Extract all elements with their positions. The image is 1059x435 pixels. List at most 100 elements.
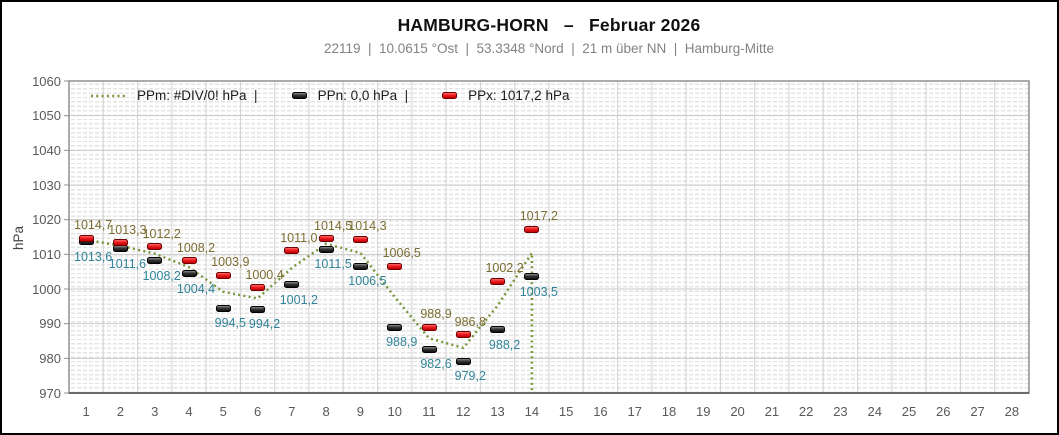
ppx-max-marker — [318, 235, 334, 243]
chart-legend: PPm: #DIV/0! hPa | PPn: 0,0 hPa | PPx: 1… — [90, 88, 569, 103]
x-axis-tick-label: 11 — [422, 404, 436, 419]
x-axis-tick-label: 28 — [1004, 404, 1020, 419]
y-axis-title: hPa — [11, 225, 26, 251]
y-axis-tick-label: 1060 — [32, 73, 61, 89]
x-axis-tick-label: 1 — [82, 404, 90, 419]
ppx-max-marker — [215, 271, 231, 279]
ppn-min-marker — [250, 305, 266, 313]
ppx-dash-marker-icon — [442, 92, 458, 99]
ppx-max-label: 1012,2 — [142, 226, 181, 241]
x-axis-tick-label: 16 — [593, 404, 608, 419]
plot-area — [69, 81, 1029, 393]
y-axis-tick-label: 1050 — [32, 108, 61, 124]
ppx-max-marker — [147, 243, 163, 251]
ppn-min-label: 1013,6 — [74, 249, 113, 264]
ppn-min-label: 1001,2 — [279, 292, 318, 307]
x-axis-tick-label: 3 — [151, 404, 159, 419]
ppx-max-label: 1014,3 — [348, 219, 387, 234]
legend-label-ppn: PPn: 0,0 hPa | — [317, 88, 409, 103]
ppn-min-label: 1011,6 — [108, 256, 147, 271]
x-axis-tick-label: 23 — [833, 404, 848, 419]
ppn-min-marker — [352, 262, 368, 270]
ppn-min-marker — [181, 270, 197, 278]
ppx-max-marker — [421, 323, 437, 331]
ppx-max-marker — [112, 239, 128, 247]
ppx-max-label: 1006,5 — [382, 246, 421, 261]
ppn-min-marker — [215, 304, 231, 312]
ppn-min-marker — [421, 345, 437, 353]
ppx-max-label: 1017,2 — [519, 209, 558, 224]
x-axis-tick-label: 12 — [456, 404, 471, 419]
x-axis-tick-label: 9 — [356, 404, 365, 419]
ppx-max-label: 1014,7 — [74, 218, 113, 233]
ppn-min-marker — [387, 323, 403, 331]
ppx-max-marker — [284, 247, 300, 255]
ppx-max-marker — [524, 225, 540, 233]
x-axis-tick-label: 24 — [867, 404, 882, 419]
y-axis-tick-label: 1030 — [32, 177, 61, 193]
ppn-min-label: 979,2 — [454, 369, 486, 384]
x-axis-tick-label: 2 — [116, 404, 125, 419]
ppn-min-label: 988,9 — [386, 335, 418, 350]
ppn-min-label: 1004,4 — [176, 281, 216, 296]
ppn-min-marker — [318, 245, 334, 253]
x-axis-tick-label: 21 — [764, 404, 780, 419]
ppx-max-marker — [455, 331, 471, 339]
ppn-min-label: 994,2 — [248, 317, 281, 332]
ppn-min-marker — [112, 245, 128, 253]
chart-title: HAMBURG-HORN – Februar 2026 — [397, 15, 701, 35]
ppn-min-label: 988,2 — [488, 337, 521, 352]
chart-subtitle: 22119 | 10.0615 °Ost | 53.3348 °Nord | 2… — [323, 41, 775, 56]
ppm-dotted-line-icon — [91, 94, 125, 97]
ppx-max-marker — [181, 257, 197, 265]
ppx-max-label: 1002,2 — [485, 261, 524, 276]
y-axis-tick-label: 1020 — [32, 212, 61, 228]
ppx-max-label: 1014,5 — [314, 218, 353, 233]
ppx-max-label: 986,8 — [454, 314, 486, 329]
ppn-min-label: 1008,2 — [142, 268, 181, 283]
ppn-min-label: 1011,5 — [314, 257, 352, 272]
ppn-min-label: 1003,5 — [519, 284, 558, 299]
y-axis-tick-label: 1000 — [32, 281, 61, 297]
x-axis-tick-label: 4 — [185, 404, 193, 419]
y-axis-tick-label: 980 — [39, 350, 61, 366]
ppx-max-label: 1003,9 — [211, 255, 250, 270]
x-axis-tick-label: 18 — [661, 404, 677, 419]
ppx-max-marker — [250, 284, 266, 292]
x-axis-tick-label: 7 — [288, 404, 296, 419]
x-axis-tick-label: 22 — [798, 404, 814, 419]
x-axis-tick-label: 15 — [558, 404, 574, 419]
legend-item-ppx: PPx: 1017,2 hPa — [442, 88, 569, 103]
y-axis-tick-label: 1040 — [32, 142, 61, 158]
ppn-min-marker — [455, 357, 471, 365]
x-axis-tick-label: 20 — [730, 404, 745, 419]
ppx-max-marker — [490, 277, 506, 285]
ppn-min-label: 1006,5 — [348, 274, 387, 289]
ppn-min-marker — [147, 257, 163, 265]
ppx-max-marker — [352, 235, 368, 243]
x-axis-tick-label: 25 — [901, 404, 917, 419]
legend-label-ppm: PPm: #DIV/0! hPa | — [137, 88, 258, 103]
x-axis-tick-label: 17 — [627, 404, 642, 419]
x-axis-tick-label: 19 — [696, 404, 711, 419]
x-axis-tick-label: 27 — [970, 404, 985, 419]
ppx-max-label: 1008,2 — [176, 240, 216, 255]
ppn-min-label: 982,6 — [420, 357, 452, 372]
y-axis-tick-label: 990 — [39, 316, 61, 332]
ppx-max-label: 1011,0 — [280, 230, 318, 245]
ppn-min-marker — [490, 326, 506, 334]
ppn-min-marker — [284, 281, 300, 289]
x-axis-tick-label: 8 — [322, 404, 330, 419]
ppx-max-marker — [387, 262, 403, 270]
x-axis-tick-label: 14 — [524, 404, 540, 419]
ppn-min-label: 994,5 — [214, 316, 246, 331]
y-axis-tick-label: 1010 — [32, 246, 61, 262]
x-axis-tick-label: 13 — [490, 404, 505, 419]
ppn-dash-marker-icon — [291, 92, 307, 99]
legend-label-ppx: PPx: 1017,2 hPa — [468, 88, 570, 103]
x-axis-tick-label: 26 — [936, 404, 951, 419]
legend-item-ppm: PPm: #DIV/0! hPa | — [90, 88, 258, 103]
x-axis-tick-label: 5 — [219, 404, 227, 419]
ppx-max-label: 988,9 — [420, 307, 452, 322]
